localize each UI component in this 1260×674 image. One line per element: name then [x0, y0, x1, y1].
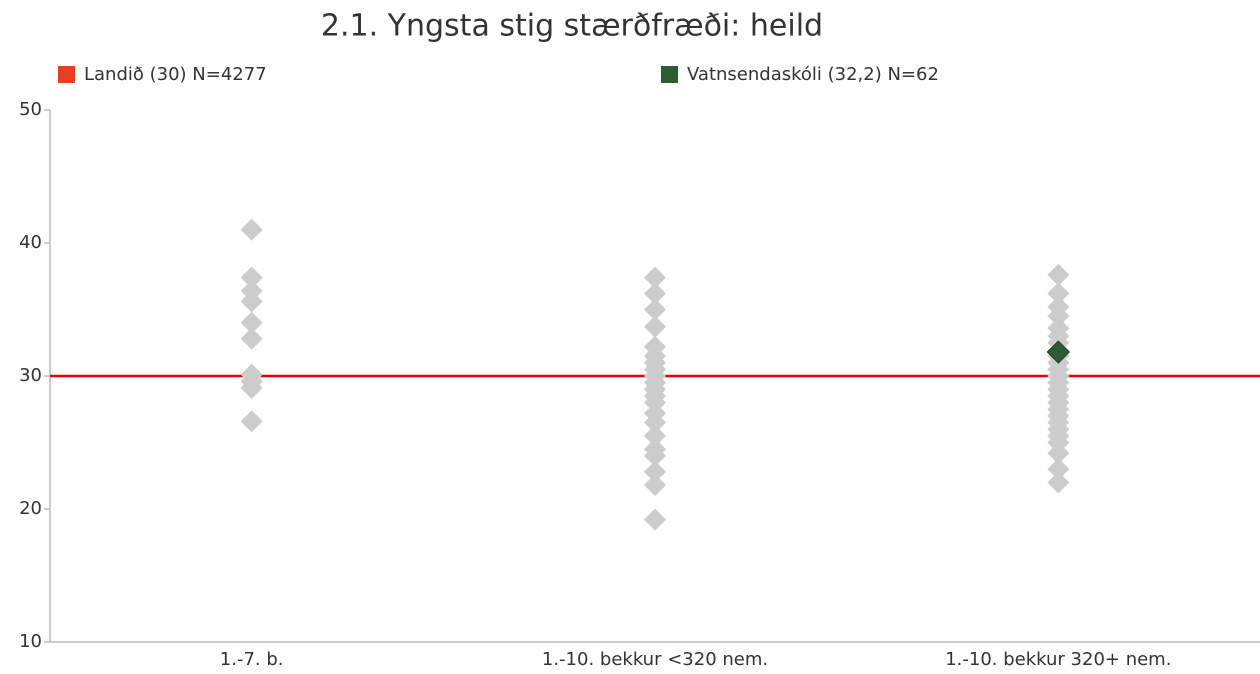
- legend-label: Vatnsendaskóli (32,2) N=62: [687, 64, 939, 85]
- point: [644, 282, 666, 305]
- point: [240, 376, 263, 399]
- y-tick-label: 50: [19, 99, 42, 120]
- x-tick-label: 1.-10. bekkur 320+ nem.: [945, 649, 1171, 670]
- point: [644, 298, 666, 321]
- point: [644, 315, 666, 338]
- point: [240, 218, 263, 241]
- point: [644, 444, 666, 467]
- chart-title: 2.1. Yngsta stig stærðfræði: heild: [321, 9, 823, 44]
- legend-swatch: [661, 66, 678, 83]
- point: [1047, 458, 1070, 481]
- point: [240, 311, 263, 334]
- point: [644, 424, 666, 447]
- legend-label: Landið (30) N=4277: [84, 64, 267, 85]
- point: [644, 474, 666, 497]
- legend-swatch: [58, 66, 75, 83]
- point: [644, 508, 666, 531]
- point: [240, 327, 263, 350]
- point: [644, 460, 666, 483]
- y-tick-label: 40: [19, 232, 42, 253]
- x-tick-label: 1.-7. b.: [220, 649, 284, 670]
- point: [1047, 305, 1070, 328]
- point: [1047, 263, 1070, 286]
- y-tick-label: 20: [19, 498, 42, 519]
- point: [240, 266, 263, 289]
- point: [1047, 282, 1070, 305]
- point: [644, 411, 666, 434]
- point: [1046, 340, 1071, 364]
- point: [240, 290, 263, 313]
- y-tick-label: 10: [19, 631, 42, 652]
- point: [1047, 442, 1070, 465]
- x-tick-label: 1.-10. bekkur <320 nem.: [542, 649, 768, 670]
- point: [240, 410, 263, 433]
- y-tick-label: 30: [19, 365, 42, 386]
- point: [644, 266, 666, 289]
- point: [1047, 471, 1070, 494]
